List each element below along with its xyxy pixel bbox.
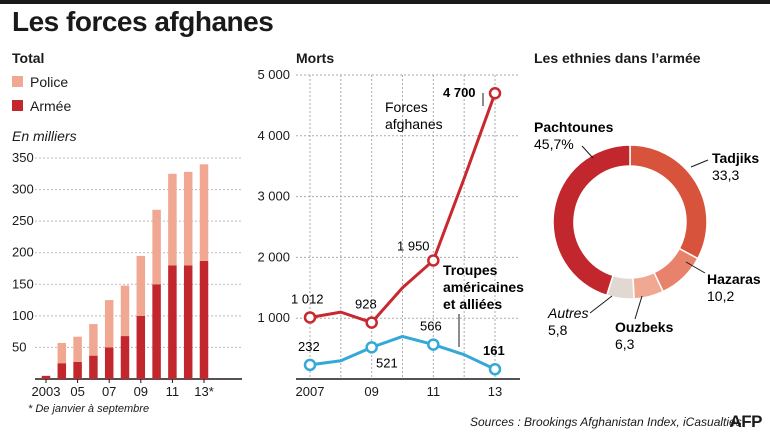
forces-label-2007: 1 012: [291, 291, 324, 306]
line-x-tick-label: 13: [488, 384, 502, 399]
forces-point: [365, 316, 378, 329]
donut-value-hazaras: 10,2: [707, 288, 734, 304]
bar-y-tick-label: 200: [12, 245, 34, 260]
line-x-tick-label: 11: [427, 384, 441, 399]
donut-name-ouzbeks: Ouzbeks: [615, 319, 674, 335]
total-chart-title: Total: [12, 50, 45, 66]
donut-value-ouzbeks: 6,3: [615, 336, 635, 352]
line-x-tick-label: 09: [364, 384, 378, 399]
forces-line: [309, 92, 497, 325]
source-note: Sources : Brookings Afghanistan Index, i…: [470, 415, 742, 429]
donut-value-tadjiks: 33,3: [712, 167, 739, 183]
troupes-label-2011: 566: [420, 319, 442, 334]
troupes-label-2009: 521: [376, 355, 398, 370]
legend-armee-swatch: [12, 100, 23, 111]
ethnicity-chart-title: Les ethnies dans l’armée: [534, 50, 701, 66]
annotation-forces-line2: afghanes: [385, 116, 443, 132]
forces-point: [427, 254, 440, 267]
bar-armee: [183, 265, 193, 379]
donut-value-autres: 5,8: [548, 322, 568, 338]
troupes-label-2013: 161: [483, 343, 505, 358]
bar-armee: [57, 363, 67, 379]
annotation-troupes-line3: et alliées: [443, 296, 502, 312]
bar-y-tick-label: 300: [12, 182, 34, 197]
bar-armee: [104, 347, 114, 379]
bar-y-tick-label: 150: [12, 276, 34, 291]
bar-y-tick-label: 100: [12, 308, 34, 323]
bar-police: [89, 324, 98, 356]
line-x-tick-label: 2007: [296, 384, 325, 399]
bar-police: [152, 209, 161, 285]
forces-point: [303, 311, 317, 324]
donut-name-pachtounes: Pachtounes: [534, 119, 614, 135]
forces-label-2011: 1 950: [397, 238, 430, 253]
troupes-point: [488, 362, 502, 376]
donut-value-pachtounes: 45,7%: [534, 136, 574, 152]
troupes-point: [303, 358, 317, 372]
agency-logo: AFP: [729, 412, 763, 431]
bar-armee: [73, 361, 82, 379]
line-y-tick-label: 1 000: [257, 310, 290, 325]
legend-police-label: Police: [30, 74, 69, 90]
line-y-tick-label: 2 000: [257, 249, 290, 264]
legend-armee-label: Armée: [30, 98, 72, 114]
bar-armee: [41, 375, 51, 379]
forces-label-2013: 4 700: [443, 85, 476, 100]
annotation-troupes-line1: Troupes: [443, 262, 498, 278]
donut-leader-pachtounes: [581, 145, 594, 159]
forces-label-2009: 928: [355, 297, 377, 312]
troupes-line: [309, 334, 496, 371]
bar-y-tick-label: 50: [12, 339, 26, 354]
donut-name-tadjiks: Tadjiks: [712, 150, 759, 166]
donut-slice-pachtounes: [552, 144, 631, 297]
bar-x-tick-label: 11: [166, 384, 180, 399]
bar-police: [120, 285, 130, 337]
bar-armee: [152, 284, 161, 379]
bar-police: [199, 164, 209, 261]
bar-police: [183, 171, 193, 266]
donut-name-autres: Autres: [547, 305, 588, 321]
troupes-point: [365, 341, 378, 354]
annotation-troupes-line2: américaines: [443, 279, 524, 295]
bar-police: [136, 255, 146, 316]
donut-leader-hazaras: [685, 261, 706, 274]
forces-point: [488, 86, 502, 100]
page-title: Les forces afghanes: [12, 6, 274, 37]
troupes-point: [427, 338, 440, 351]
bar-x-tick-label: 07: [102, 384, 116, 399]
line-y-tick-label: 5 000: [257, 67, 290, 82]
bar-police: [168, 173, 177, 266]
donut-leader-autres: [589, 295, 613, 314]
top-rule: [0, 0, 770, 4]
bar-armee: [136, 315, 146, 379]
bar-armee: [168, 265, 177, 379]
annotation-forces-line1: Forces: [385, 99, 428, 115]
donut-name-hazaras: Hazaras: [707, 271, 761, 287]
donut-leader-tadjiks: [690, 159, 709, 168]
bar-armee: [120, 336, 130, 379]
bar-x-tick-label: 05: [70, 384, 84, 399]
donut-leader-ouzbeks: [634, 295, 643, 320]
bar-police: [73, 336, 82, 362]
bar-y-tick-label: 250: [12, 213, 34, 228]
donut-slice-tadjiks: [629, 144, 708, 260]
bar-x-tick-label: 2003: [32, 384, 61, 399]
line-y-tick-label: 3 000: [257, 189, 290, 204]
footnote: * De janvier à septembre: [28, 403, 150, 415]
bar-x-tick-label: 13*: [194, 384, 214, 399]
legend-police-swatch: [12, 76, 23, 87]
troupes-label-2007: 232: [298, 339, 320, 354]
unit-label: En milliers: [12, 128, 77, 144]
bar-police: [104, 300, 114, 348]
bar-y-tick-label: 350: [12, 150, 34, 165]
bar-x-tick-label: 09: [134, 384, 148, 399]
bar-police: [57, 343, 67, 364]
deaths-chart-title: Morts: [296, 50, 335, 66]
line-y-tick-label: 4 000: [257, 128, 290, 143]
bar-armee: [89, 355, 98, 379]
bar-armee: [199, 260, 209, 379]
